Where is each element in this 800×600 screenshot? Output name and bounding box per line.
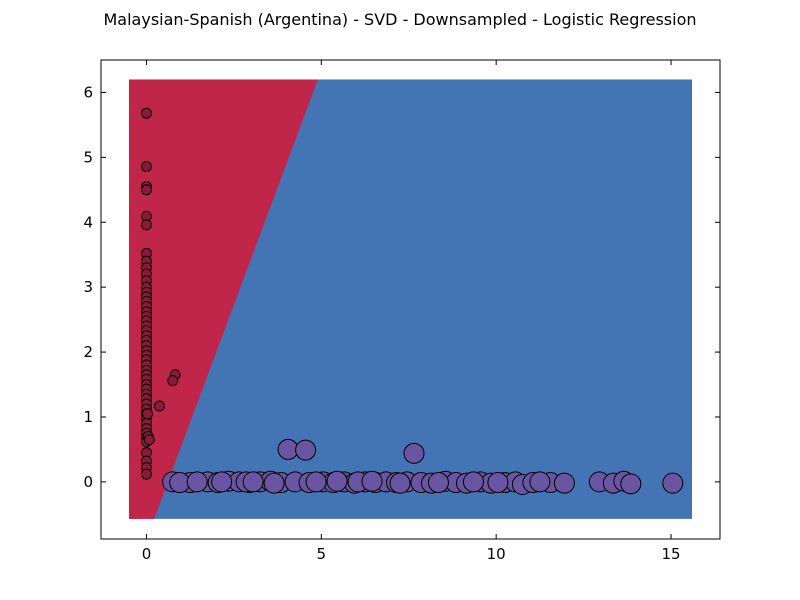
x-tick-label: 5 bbox=[317, 545, 327, 563]
region-left bbox=[128, 79, 318, 519]
data-point bbox=[326, 470, 348, 492]
data-point bbox=[186, 471, 208, 493]
y-tick-label: 4 bbox=[83, 213, 93, 231]
data-point bbox=[529, 471, 551, 493]
data-point bbox=[242, 471, 264, 493]
y-tick-label: 2 bbox=[83, 343, 93, 361]
data-point bbox=[140, 107, 152, 119]
data-point bbox=[462, 471, 484, 493]
data-point bbox=[662, 472, 684, 494]
data-point bbox=[427, 472, 449, 494]
data-point bbox=[169, 472, 191, 494]
decision-regions bbox=[128, 79, 693, 519]
data-point bbox=[263, 472, 285, 494]
axes-frame bbox=[100, 59, 721, 540]
chart-title: Malaysian-Spanish (Argentina) - SVD - Do… bbox=[103, 10, 697, 29]
data-point bbox=[167, 375, 179, 387]
data-point bbox=[403, 442, 425, 464]
x-tick-label: 0 bbox=[142, 545, 152, 563]
y-tick-label: 6 bbox=[83, 83, 93, 101]
axis-ticks: 0 5 10 15 0 1 2 3 4 5 6 bbox=[83, 60, 720, 563]
data-point bbox=[142, 408, 154, 420]
data-point bbox=[143, 434, 155, 446]
data-point bbox=[211, 471, 233, 493]
y-tick-label: 1 bbox=[83, 408, 93, 426]
data-point bbox=[277, 438, 299, 460]
data-point bbox=[389, 472, 411, 494]
data-point bbox=[487, 472, 509, 494]
data-point bbox=[140, 160, 152, 172]
y-tick-label: 0 bbox=[83, 473, 93, 491]
data-point bbox=[553, 472, 575, 494]
data-point bbox=[361, 470, 383, 492]
data-point bbox=[305, 471, 327, 493]
data-point bbox=[140, 184, 152, 196]
scatter-points bbox=[140, 107, 684, 495]
x-tick-label: 10 bbox=[487, 545, 506, 563]
data-point bbox=[140, 219, 152, 231]
data-point bbox=[153, 400, 165, 412]
data-point bbox=[620, 473, 642, 495]
x-tick-label: 15 bbox=[661, 545, 680, 563]
y-tick-label: 5 bbox=[83, 148, 93, 166]
y-tick-label: 3 bbox=[83, 278, 93, 296]
data-point bbox=[295, 439, 317, 461]
data-point bbox=[140, 468, 152, 480]
